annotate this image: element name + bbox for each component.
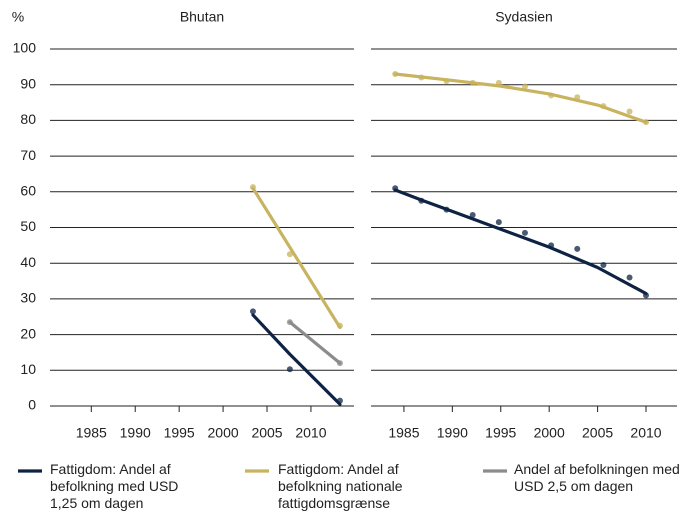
y-tick-label: 30 [20, 290, 36, 306]
y-tick-label: 70 [20, 147, 36, 163]
data-point [643, 119, 650, 126]
data-point [626, 274, 633, 281]
data-point [600, 103, 607, 110]
y-tick-label: 50 [20, 218, 36, 234]
data-point [600, 261, 607, 268]
data-point [626, 108, 633, 115]
data-point [495, 219, 502, 226]
legend-label: Fattigdom: Andel af befolkning nationale… [278, 461, 403, 511]
y-tick-label: 60 [20, 183, 36, 199]
x-tick-label: 2010 [295, 425, 326, 441]
y-tick-label: 80 [20, 111, 36, 127]
x-tick-label: 2005 [582, 425, 613, 441]
data-point [249, 308, 256, 315]
panel-title: Bhutan [180, 9, 224, 25]
data-point [392, 185, 399, 192]
x-tick-label: 2000 [208, 425, 239, 441]
x-tick-label: 2005 [251, 425, 282, 441]
trend-line [288, 320, 342, 365]
data-point [336, 397, 343, 404]
y-tick-label: 20 [20, 325, 36, 341]
data-point [469, 212, 476, 219]
data-point [336, 322, 343, 329]
data-point [286, 366, 293, 373]
trend-line [393, 72, 648, 124]
y-axis-label: % [12, 9, 24, 25]
y-tick-label: 100 [13, 40, 37, 56]
trend-line [251, 313, 342, 406]
data-point [495, 79, 502, 86]
x-tick-label: 1985 [76, 425, 107, 441]
panel-title: Sydasien [495, 9, 553, 25]
data-point [443, 206, 450, 213]
legend-label: Andel af befolkningen med USD 2,5 om dag… [514, 461, 680, 494]
trend-line [393, 188, 648, 296]
data-point [286, 319, 293, 326]
y-tick-label: 10 [20, 361, 36, 377]
data-point [418, 197, 425, 204]
x-tick-label: 1990 [120, 425, 151, 441]
y-tick-label: 0 [28, 397, 36, 413]
x-tick-label: 2010 [630, 425, 661, 441]
data-point [521, 229, 528, 236]
data-point [336, 360, 343, 367]
legend-label: Fattigdom: Andel af befolkning med USD 1… [50, 461, 179, 511]
data-point [286, 251, 293, 258]
data-point [521, 83, 528, 90]
x-tick-label: 1985 [388, 425, 419, 441]
data-point [548, 92, 555, 99]
y-tick-label: 40 [20, 254, 36, 270]
data-point [643, 292, 650, 299]
data-point [249, 184, 256, 191]
data-point [548, 242, 555, 249]
data-point [469, 79, 476, 86]
x-tick-label: 1990 [437, 425, 468, 441]
data-point [418, 74, 425, 81]
data-point [574, 94, 581, 101]
x-tick-label: 2000 [534, 425, 565, 441]
x-tick-label: 1995 [164, 425, 195, 441]
data-point [443, 78, 450, 85]
trend-line [251, 186, 342, 330]
data-point [574, 245, 581, 252]
x-tick-label: 1995 [485, 425, 516, 441]
y-tick-label: 90 [20, 75, 36, 91]
data-point [392, 70, 399, 77]
